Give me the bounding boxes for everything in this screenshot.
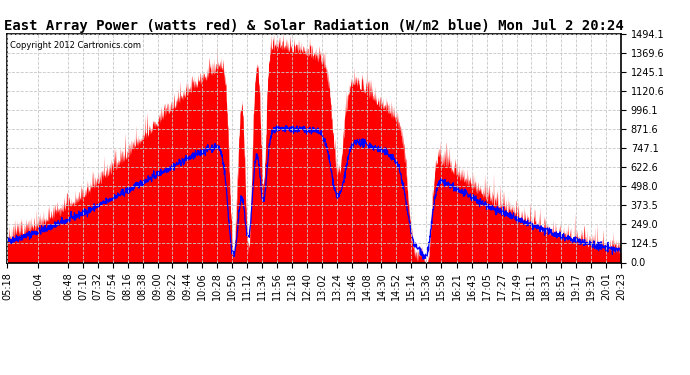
Text: Copyright 2012 Cartronics.com: Copyright 2012 Cartronics.com [10, 40, 141, 50]
Title: East Array Power (watts red) & Solar Radiation (W/m2 blue) Mon Jul 2 20:24: East Array Power (watts red) & Solar Rad… [4, 18, 624, 33]
